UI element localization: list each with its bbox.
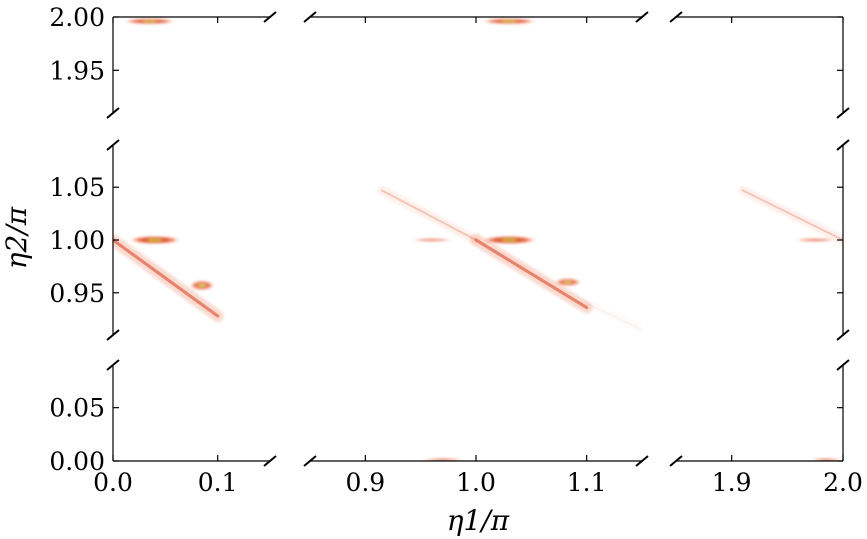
x-break-top-0a <box>263 11 277 23</box>
x-break-top-1b <box>669 11 683 23</box>
x-break-bottom-1b <box>669 455 683 467</box>
heatmap-blob-2 <box>189 280 215 291</box>
x-break-top-1a <box>635 11 649 23</box>
x-tick-label: 1.1 <box>567 468 607 497</box>
heatmap-streak-5 <box>470 234 593 314</box>
y-tick-label: 0.95 <box>49 279 105 308</box>
heatmap-streak-1 <box>113 234 224 322</box>
heatmap-features <box>113 18 843 461</box>
axis-labels: η1/π η2/π <box>0 206 510 537</box>
x-tick-label: 2.0 <box>823 468 863 497</box>
heatmap-streak-8 <box>586 302 642 331</box>
heatmap-blob-12 <box>481 18 537 25</box>
y-break-right-1b <box>836 359 850 371</box>
x-break-top-0b <box>303 11 317 23</box>
heatmap-blob-11 <box>123 18 176 25</box>
heatmap-blob-14 <box>809 457 843 461</box>
x-tick-label: 1.9 <box>712 468 752 497</box>
y-tick-label: 2.00 <box>49 3 105 32</box>
y-tick-label: 1.95 <box>49 56 105 85</box>
y-tick-label: 0.05 <box>49 394 105 423</box>
y-break-right-0a <box>836 107 850 119</box>
y-break-right-1a <box>836 329 850 341</box>
y-break-left-1b <box>106 359 120 371</box>
x-axis-label: η1/π <box>447 504 510 537</box>
y-break-left-1a <box>106 329 120 341</box>
x-tick-label: 0.1 <box>198 468 238 497</box>
x-tick-label: 1.0 <box>456 468 496 497</box>
y-break-left-0b <box>106 139 120 151</box>
heatmap-blob-13 <box>420 457 465 461</box>
heatmap-blob-3 <box>481 235 537 245</box>
x-tick-label: 0.0 <box>93 468 133 497</box>
y-axis-label: η2/π <box>0 206 33 269</box>
x-break-bottom-0a <box>263 455 277 467</box>
heatmap-blob-9 <box>792 237 838 243</box>
y-tick-label: 0.00 <box>49 447 105 476</box>
y-tick-label: 1.00 <box>49 226 105 255</box>
x-break-bottom-1a <box>635 455 649 467</box>
heatmap-blob-0 <box>128 235 182 245</box>
heatmap-blob-6 <box>554 278 582 287</box>
axes: 0.0 0.1 0.9 1.0 1.1 1.9 2.0 1.95 2.00 0.95 1.00 1.0… <box>49 3 863 497</box>
x-break-bottom-0b <box>303 455 317 467</box>
y-break-left-0a <box>106 107 120 119</box>
x-tick-label: 0.9 <box>345 468 385 497</box>
heatmap-blob-4 <box>409 237 454 243</box>
y-break-right-0b <box>836 139 850 151</box>
y-tick-label: 1.05 <box>49 173 105 202</box>
heatmap-streak-7 <box>377 185 481 245</box>
heatmap-streak-10 <box>738 185 843 245</box>
